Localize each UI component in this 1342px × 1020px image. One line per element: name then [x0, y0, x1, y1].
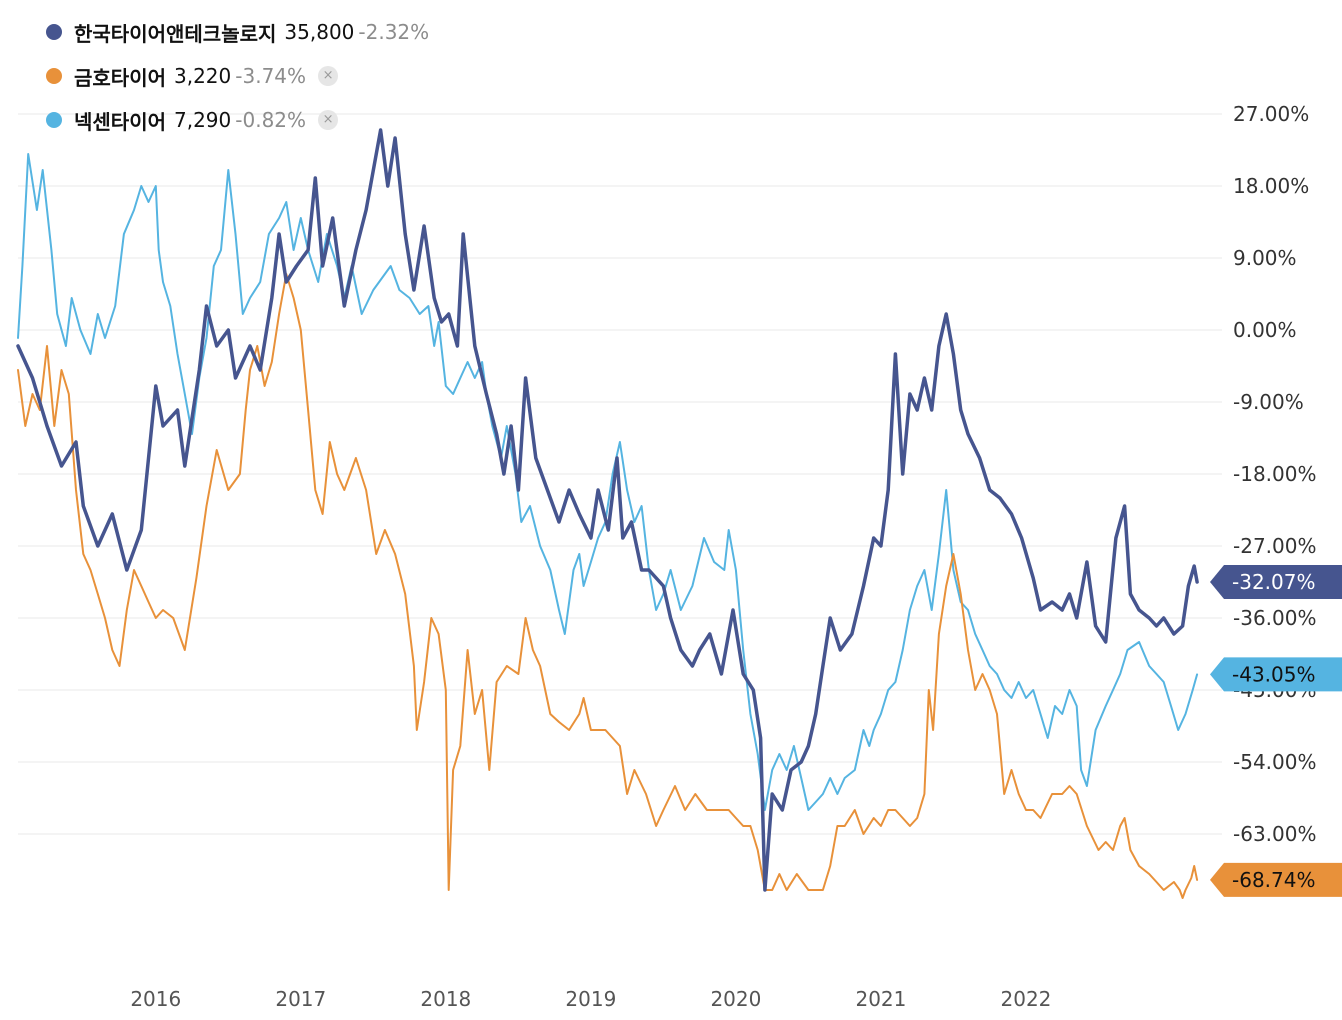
- legend-series-name: 넥센타이어: [74, 109, 166, 134]
- series-dot-icon: [46, 68, 62, 84]
- close-icon[interactable]: ×: [318, 110, 339, 130]
- x-tick-label: 2017: [275, 987, 326, 1011]
- legend-item-nexen[interactable]: 넥센타이어 7,290 -0.82% ×: [46, 98, 429, 142]
- legend-series-change: -3.74%: [235, 64, 307, 88]
- x-tick-label: 2018: [420, 987, 471, 1011]
- badge-value: -32.07%: [1232, 570, 1315, 594]
- legend-series-price: 7,290: [174, 108, 232, 132]
- y-tick-label: -18.00%: [1233, 462, 1316, 486]
- close-icon[interactable]: ×: [318, 66, 339, 86]
- legend-series-name: 금호타이어: [74, 65, 166, 90]
- y-tick-label: 27.00%: [1233, 102, 1309, 126]
- x-tick-label: 2020: [710, 987, 761, 1011]
- badge-shape: [1210, 862, 1342, 897]
- y-tick-label: 18.00%: [1233, 174, 1309, 198]
- badge-value: -68.74%: [1232, 868, 1315, 892]
- end-value-badge: -32.07%: [1210, 565, 1342, 599]
- chart-series: [16, 128, 1199, 899]
- y-tick-label: -27.00%: [1233, 534, 1316, 558]
- series-dot-icon: [46, 112, 62, 128]
- legend-item-kumho[interactable]: 금호타이어 3,220 -3.74% ×: [46, 54, 429, 98]
- badge-shape: [1210, 657, 1342, 692]
- x-axis-ticks: 2016 2017 2018 2019 2020 2021 2022: [130, 987, 1051, 1011]
- end-value-badge: -68.74%: [1210, 862, 1342, 897]
- x-tick-label: 2021: [855, 987, 906, 1011]
- y-tick-label: -63.00%: [1233, 822, 1316, 846]
- x-tick-label: 2016: [130, 987, 181, 1011]
- y-tick-label: -54.00%: [1233, 750, 1316, 774]
- legend-series-change: -0.82%: [235, 108, 307, 132]
- end-value-badge: -43.05%: [1210, 657, 1342, 692]
- legend-item-hankook[interactable]: 한국타이어앤테크놀로지 35,800 -2.32%: [46, 10, 429, 54]
- y-tick-label: 0.00%: [1233, 318, 1297, 342]
- y-tick-label: 9.00%: [1233, 246, 1297, 270]
- y-tick-label: -9.00%: [1233, 390, 1304, 414]
- end-value-badges: -32.07% -68.74% -43.05%: [1210, 565, 1342, 897]
- grid-lines: [18, 113, 1222, 835]
- y-tick-label: -36.00%: [1233, 606, 1316, 630]
- x-tick-label: 2022: [1001, 987, 1052, 1011]
- legend-series-price: 3,220: [174, 64, 232, 88]
- legend-series-price: 35,800: [284, 20, 355, 44]
- series-line: [17, 153, 1199, 811]
- x-tick-label: 2019: [565, 987, 616, 1011]
- series-dot-icon: [46, 24, 62, 40]
- y-axis-ticks: 27.00% 18.00% 9.00% 0.00% -9.00% -18.00% -27.0…: [1233, 102, 1316, 846]
- series-line: [16, 128, 1199, 892]
- series-line: [17, 273, 1199, 899]
- legend-series-name: 한국타이어앤테크놀로지: [74, 21, 277, 46]
- badge-shape: [1210, 565, 1342, 599]
- legend-series-change: -2.32%: [358, 20, 430, 44]
- badge-value: -43.05%: [1232, 662, 1315, 686]
- legend: 한국타이어앤테크놀로지 35,800 -2.32% 금호타이어 3,220 -3…: [46, 10, 429, 142]
